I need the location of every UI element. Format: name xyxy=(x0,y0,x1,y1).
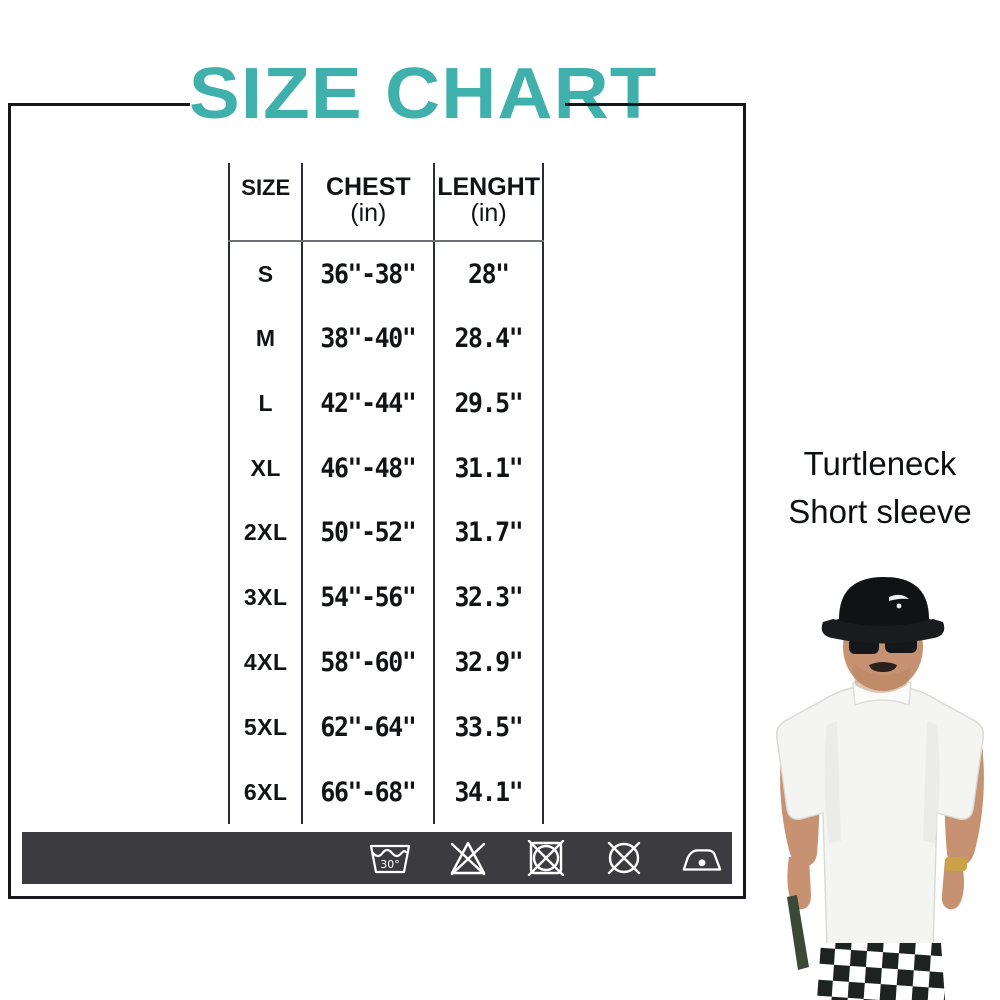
table-row: 2XL 50"-52" 31.7" xyxy=(227,500,543,566)
table-row: S 36"-38" 28" xyxy=(227,241,543,307)
do-not-dry-clean-icon xyxy=(602,839,646,877)
cell-length: 31.1" xyxy=(437,435,540,501)
cell-size: M xyxy=(227,306,304,371)
product-line-1: Turtleneck xyxy=(803,445,957,482)
cell-size: S xyxy=(227,241,304,307)
column-header-length-label: LENGHT xyxy=(437,173,540,201)
cell-length: 31.7" xyxy=(437,500,540,566)
cell-length: 28" xyxy=(437,241,540,307)
table-row: 3XL 54"-56" 32.3" xyxy=(227,565,543,631)
product-line-2: Short sleeve xyxy=(788,492,972,530)
column-header-length: LENGHT (in) xyxy=(433,163,544,243)
cell-length: 33.5" xyxy=(437,694,540,760)
cell-chest: 42"-44" xyxy=(306,370,430,436)
cell-chest: 36"-38" xyxy=(306,241,430,307)
cell-chest: 38"-40" xyxy=(306,306,430,371)
wash-30-icon: 30° xyxy=(368,839,412,877)
table-header: SIZE CHEST (in) LENGHT (in) xyxy=(227,163,544,243)
cell-size: 2XL xyxy=(227,500,304,566)
frame-top-right-segment xyxy=(565,103,746,106)
cell-chest: 54"-56" xyxy=(306,565,430,631)
cell-length: 29.5" xyxy=(437,370,540,436)
model-photo xyxy=(765,575,1000,1000)
cell-chest: 66"-68" xyxy=(306,759,430,825)
column-header-size: SIZE xyxy=(227,163,304,243)
page-title: SIZE CHART xyxy=(188,54,658,134)
cell-length: 34.1" xyxy=(437,759,540,825)
column-header-length-unit: (in) xyxy=(470,199,507,227)
table-row: M 38"-40" 28.4" xyxy=(227,306,543,371)
column-header-chest-label: CHEST xyxy=(325,173,411,201)
do-not-bleach-icon xyxy=(446,839,490,877)
cell-length: 32.9" xyxy=(437,630,540,695)
cell-chest: 58"-60" xyxy=(306,630,430,695)
care-instructions-bar: 30° xyxy=(22,832,732,884)
cell-chest: 62"-64" xyxy=(306,694,430,760)
size-table: SIZE CHEST (in) LENGHT (in) S 36"-38" 28" M… xyxy=(227,163,544,825)
cell-size: 3XL xyxy=(227,565,304,631)
table-row: 6XL 66"-68" 34.1" xyxy=(227,759,543,825)
cell-size: XL xyxy=(227,435,304,501)
cell-chest: 46"-48" xyxy=(306,435,430,501)
do-not-tumble-dry-icon xyxy=(524,839,568,877)
cell-size: L xyxy=(227,370,304,436)
frame-top-left-segment xyxy=(8,103,190,106)
product-description: Turtleneck Short sleeve xyxy=(760,440,1000,536)
cell-size: 5XL xyxy=(227,694,304,760)
table-row: 5XL 62"-64" 33.5" xyxy=(227,694,543,760)
cell-size: 6XL xyxy=(227,759,304,825)
table-body: S 36"-38" 28" M 38"-40" 28.4" L 42"-44" 29.5" XL 4… xyxy=(227,241,543,825)
chart-frame xyxy=(8,103,746,899)
cell-length: 28.4" xyxy=(437,306,540,371)
cell-length: 32.3" xyxy=(437,565,540,631)
header-row: SIZE CHEST (in) LENGHT (in) xyxy=(227,163,544,243)
column-header-chest: CHEST (in) xyxy=(301,163,436,243)
cell-chest: 50"-52" xyxy=(306,500,430,566)
iron-low-icon xyxy=(680,839,724,877)
svg-text:30°: 30° xyxy=(380,858,400,871)
column-header-chest-unit: (in) xyxy=(350,199,387,227)
cell-size: 4XL xyxy=(227,630,304,695)
table-row: XL 46"-48" 31.1" xyxy=(227,435,543,501)
table-row: L 42"-44" 29.5" xyxy=(227,370,543,436)
table-row: 4XL 58"-60" 32.9" xyxy=(227,630,543,695)
